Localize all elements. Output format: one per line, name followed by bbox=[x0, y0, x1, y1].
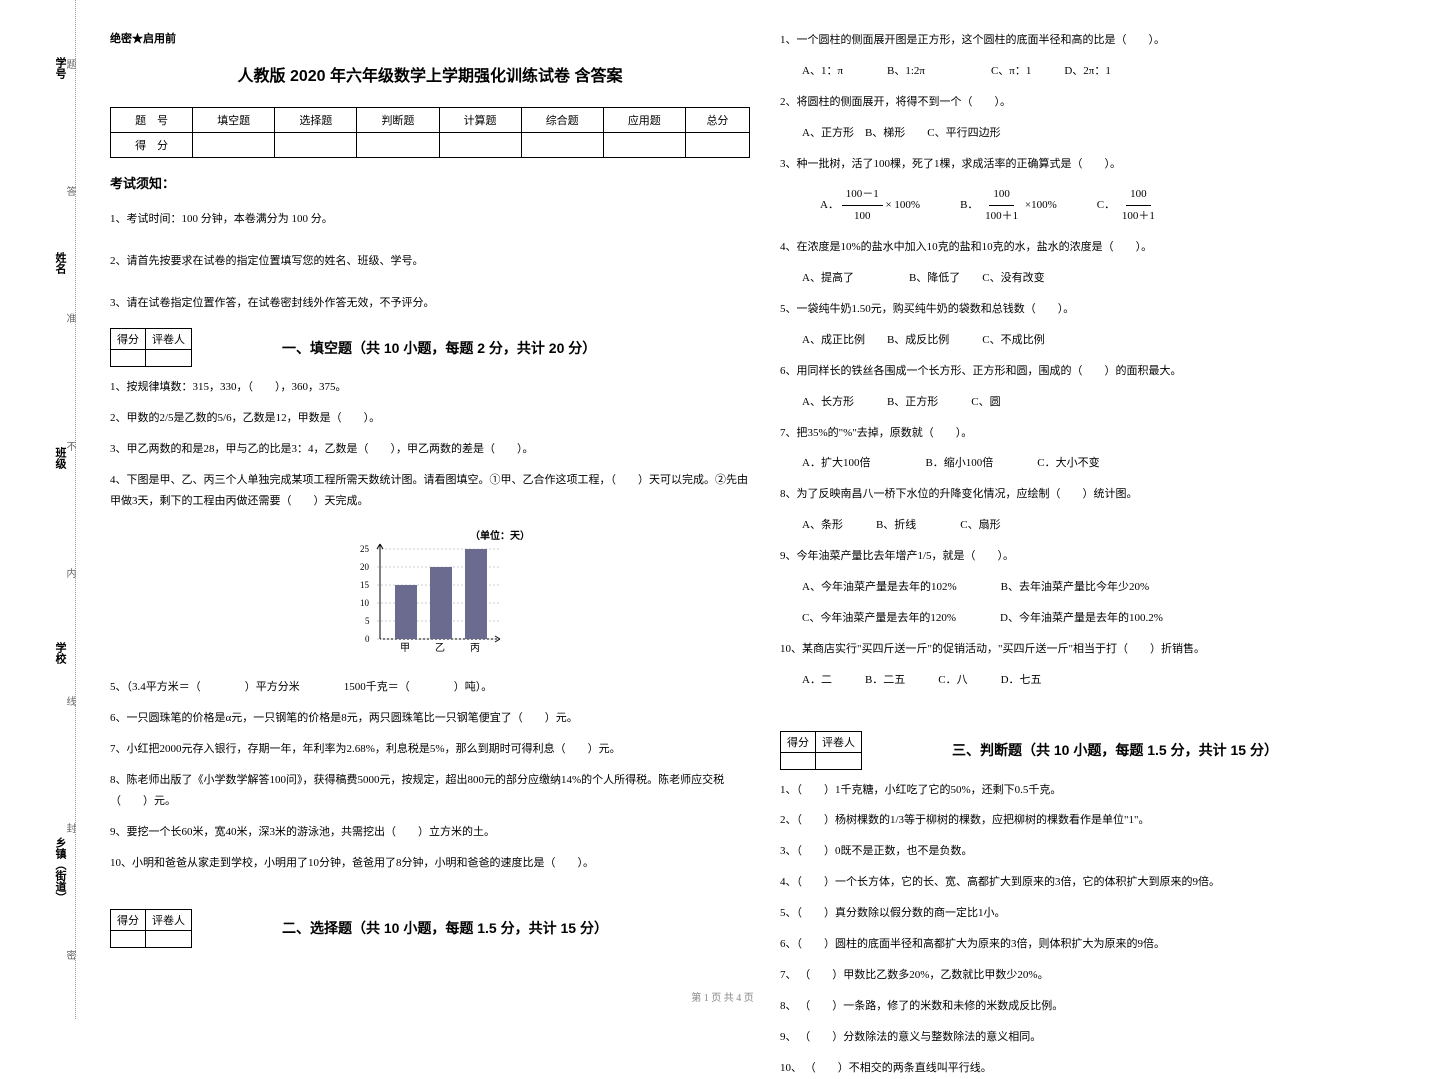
q1-3: 3、甲乙两数的和是28，甲与乙的比是3：4，乙数是（ ），甲乙两数的差是（ ）。 bbox=[110, 439, 750, 460]
q1-7: 7、小红把2000元存入银行，存期一年，年利率为2.68%，利息税是5%，那么到… bbox=[110, 739, 750, 760]
page-content: 绝密★启用前 人教版 2020 年六年级数学上学期强化训练试卷 含答案 题 号 … bbox=[110, 30, 1430, 1079]
q1-4: 4、下图是甲、乙、丙三个人单独完成某项工程所需天数统计图。请看图填空。①甲、乙合… bbox=[110, 470, 750, 512]
q1-8: 8、陈老师出版了《小学数学解答100问》，获得稿费5000元，按规定，超出800… bbox=[110, 770, 750, 812]
q2-4-opts: A、提高了 B、降低了 C、没有改变 bbox=[780, 268, 1420, 289]
svg-text:丙: 丙 bbox=[470, 643, 480, 654]
svg-text:10: 10 bbox=[360, 598, 370, 608]
score-table: 题 号 填空题 选择题 判断题 计算题 综合题 应用题 总分 得 分 bbox=[110, 107, 750, 158]
q1-5: 5、（3.4平方米＝（ ）平方分米 1500千克＝（ ）吨）。 bbox=[110, 677, 750, 698]
svg-text:乙: 乙 bbox=[435, 642, 445, 654]
right-column: 1、一个圆柱的侧面展开图是正方形，这个圆柱的底面半径和高的比是（ ）。 A、1：… bbox=[780, 30, 1420, 1079]
notice-item: 3、请在试卷指定位置作答，在试卷密封线外作答无效，不予评分。 bbox=[110, 294, 750, 310]
q1-6: 6、一只圆珠笔的价格是α元，一只钢笔的价格是8元，两只圆珠笔比一只钢笔便宜了（ … bbox=[110, 708, 750, 729]
section2-header: 得分评卷人 二、选择题（共 10 小题，每题 1.5 分，共计 15 分） bbox=[110, 909, 750, 948]
bar-chart: （单位：天） 0 5 10 15 20 25 甲 乙 丙 bbox=[330, 529, 530, 659]
bar-bing bbox=[465, 549, 487, 639]
table-row: 题 号 填空题 选择题 判断题 计算题 综合题 应用题 总分 bbox=[111, 108, 750, 133]
page-footer: 第 1 页 共 4 页 bbox=[0, 989, 1445, 1004]
left-column: 绝密★启用前 人教版 2020 年六年级数学上学期强化训练试卷 含答案 题 号 … bbox=[110, 30, 750, 1079]
q2-5: 5、一袋纯牛奶1.50元，购买纯牛奶的袋数和总钱数（ ）。 bbox=[780, 299, 1420, 320]
q2-2-opts: A、正方形 B、梯形 C、平行四边形 bbox=[780, 123, 1420, 144]
q1-9: 9、要挖一个长60米，宽40米，深3米的游泳池，共需挖出（ ）立方米的土。 bbox=[110, 822, 750, 843]
q3-6: 6、（ ）圆柱的底面半径和高都扩大为原来的3倍，则体积扩大为原来的9倍。 bbox=[780, 934, 1420, 955]
q2-10: 10、某商店实行"买四斤送一斤"的促销活动，"买四斤送一斤"相当于打（ ）折销售… bbox=[780, 639, 1420, 660]
q2-9-optsC: C、今年油菜产量是去年的120% D、今年油菜产量是去年的100.2% bbox=[780, 608, 1420, 629]
secret-label: 绝密★启用前 bbox=[110, 30, 750, 46]
scorebox: 得分评卷人 bbox=[110, 328, 192, 367]
table-row: 得 分 bbox=[111, 133, 750, 158]
svg-text:20: 20 bbox=[360, 562, 370, 572]
q2-6-opts: A、长方形 B、正方形 C、圆 bbox=[780, 392, 1420, 413]
q3-1: 1、（ ）1千克糖，小红吃了它的50%，还剩下0.5千克。 bbox=[780, 780, 1420, 801]
scorebox: 得分评卷人 bbox=[780, 731, 862, 770]
q2-8: 8、为了反映南昌八一桥下水位的升降变化情况，应绘制（ ）统计图。 bbox=[780, 484, 1420, 505]
q2-7: 7、把35%的"%"去掉，原数就（ ）。 bbox=[780, 423, 1420, 444]
section3-header: 得分评卷人 三、判断题（共 10 小题，每题 1.5 分，共计 15 分） bbox=[780, 731, 1420, 770]
q2-9: 9、今年油菜产量比去年增产1/5，就是（ ）。 bbox=[780, 546, 1420, 567]
q2-6: 6、用同样长的铁丝各围成一个长方形、正方形和圆，围成的（ ）的面积最大。 bbox=[780, 361, 1420, 382]
section3-title: 三、判断题（共 10 小题，每题 1.5 分，共计 15 分） bbox=[952, 740, 1278, 760]
svg-text:15: 15 bbox=[360, 580, 370, 590]
q1-10: 10、小明和爸爸从家走到学校，小明用了10分钟，爸爸用了8分钟，小明和爸爸的速度… bbox=[110, 853, 750, 874]
svg-text:0: 0 bbox=[365, 634, 370, 644]
svg-text:25: 25 bbox=[360, 544, 370, 554]
q2-1-opts: A、1：π B、1:2π C、π：1 D、2π：1 bbox=[780, 61, 1420, 82]
q1-2: 2、甲数的2/5是乙数的5/6，乙数是12，甲数是（ ）。 bbox=[110, 408, 750, 429]
q3-7: 7、 （ ）甲数比乙数多20%，乙数就比甲数少20%。 bbox=[780, 965, 1420, 986]
notice-item: 2、请首先按要求在试卷的指定位置填写您的姓名、班级、学号。 bbox=[110, 252, 750, 268]
q2-7-opts: A．扩大100倍 B．缩小100倍 C．大小不变 bbox=[780, 453, 1420, 474]
q2-4: 4、在浓度是10%的盐水中加入10克的盐和10克的水，盐水的浓度是（ ）。 bbox=[780, 237, 1420, 258]
section1-header: 得分评卷人 一、填空题（共 10 小题，每题 2 分，共计 20 分） bbox=[110, 328, 750, 367]
q2-2: 2、将圆柱的侧面展开，将得不到一个（ ）。 bbox=[780, 92, 1420, 113]
q3-4: 4、（ ）一个长方体，它的长、宽、高都扩大到原来的3倍，它的体积扩大到原来的9倍… bbox=[780, 872, 1420, 893]
svg-text:5: 5 bbox=[365, 616, 370, 626]
q3-3: 3、（ ）0既不是正数，也不是负数。 bbox=[780, 841, 1420, 862]
q2-3: 3、种一批树，活了100棵，死了1棵，求成活率的正确算式是（ ）。 bbox=[780, 154, 1420, 175]
main-title: 人教版 2020 年六年级数学上学期强化训练试卷 含答案 bbox=[110, 62, 750, 86]
q2-8-opts: A、条形 B、折线 C、扇形 bbox=[780, 515, 1420, 536]
svg-text:甲: 甲 bbox=[400, 643, 410, 654]
scorebox: 得分评卷人 bbox=[110, 909, 192, 948]
chart-title: （单位：天） bbox=[470, 529, 530, 542]
q2-3-formula: A． 100－1100 × 100% B． 100100＋1 ×100% C． … bbox=[820, 184, 1420, 227]
q3-10: 10、 （ ）不相交的两条直线叫平行线。 bbox=[780, 1058, 1420, 1079]
q2-9-optsA: A、今年油菜产量是去年的102% B、去年油菜产量比今年少20% bbox=[780, 577, 1420, 598]
q3-2: 2、（ ）杨树棵数的1/3等于柳树的棵数，应把柳树的棵数看作是单位"1"。 bbox=[780, 810, 1420, 831]
q3-5: 5、（ ）真分数除以假分数的商一定比1小。 bbox=[780, 903, 1420, 924]
dotted-labels: 题 答 准 不 内 线 封 密 bbox=[62, 0, 77, 1019]
notice-item: 1、考试时间：100 分钟，本卷满分为 100 分。 bbox=[110, 210, 750, 226]
q3-9: 9、 （ ）分数除法的意义与整数除法的意义相同。 bbox=[780, 1027, 1420, 1048]
q2-5-opts: A、成正比例 B、成反比例 C、不成比例 bbox=[780, 330, 1420, 351]
binding-strip: 学号 姓名 班级 学校 乡镇（街道） bbox=[20, 0, 100, 1019]
notice-title: 考试须知： bbox=[110, 173, 750, 192]
q1-1: 1、按规律填数：315，330，（ ），360，375。 bbox=[110, 377, 750, 398]
q2-1: 1、一个圆柱的侧面展开图是正方形，这个圆柱的底面半径和高的比是（ ）。 bbox=[780, 30, 1420, 51]
section2-title: 二、选择题（共 10 小题，每题 1.5 分，共计 15 分） bbox=[282, 918, 608, 938]
section1-title: 一、填空题（共 10 小题，每题 2 分，共计 20 分） bbox=[282, 338, 596, 358]
bar-jia bbox=[395, 585, 417, 639]
q2-10-opts: A．二 B．二五 C．八 D．七五 bbox=[780, 670, 1420, 691]
bar-yi bbox=[430, 567, 452, 639]
